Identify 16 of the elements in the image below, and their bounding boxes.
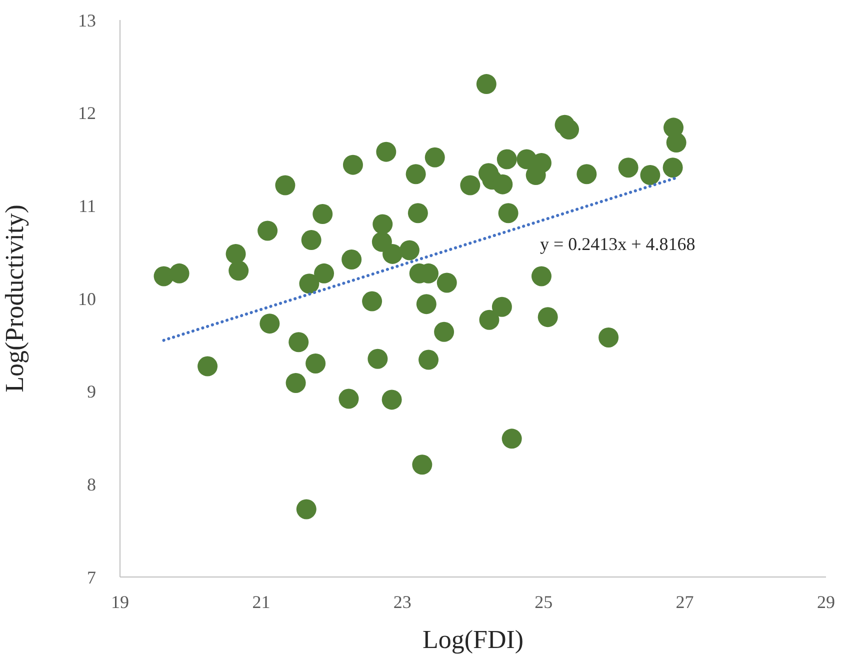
x-tick-label: 19: [111, 592, 129, 612]
y-tick-label: 10: [78, 288, 96, 309]
x-tick-label: 27: [676, 592, 694, 612]
y-tick-label: 11: [78, 196, 96, 216]
x-axis-title: Log(FDI): [422, 625, 524, 654]
x-tick-label: 23: [393, 592, 412, 612]
x-tick-label: 25: [534, 592, 553, 612]
y-tick-label: 13: [78, 10, 96, 30]
annotation: y = 0.2413x + 4.8168: [540, 234, 696, 255]
x-tick-label: 21: [252, 592, 270, 612]
y-tick-label: 7: [87, 567, 96, 588]
y-tick-label: 12: [78, 103, 96, 124]
y-tick-label: 8: [87, 474, 96, 495]
y-axis-title: Log(Productivity): [0, 204, 30, 392]
x-tick-label: 29: [817, 592, 835, 612]
y-tick-label: 9: [87, 382, 96, 402]
